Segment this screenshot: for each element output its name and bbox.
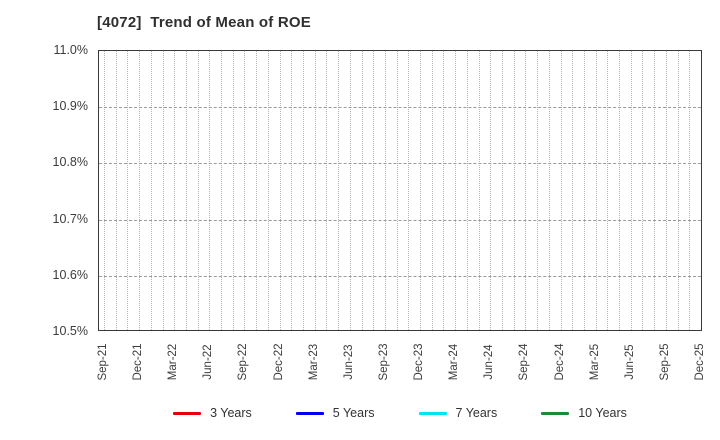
gridline-vertical <box>689 51 691 330</box>
legend: 3 Years 5 Years 7 Years 10 Years <box>98 402 702 424</box>
x-tick-label: Mar-22 <box>167 343 180 381</box>
legend-label: 10 Years <box>578 406 627 420</box>
gridline-vertical <box>244 51 246 330</box>
gridline-vertical <box>174 51 176 330</box>
gridline-vertical <box>443 51 445 330</box>
gridline-vertical <box>408 51 410 330</box>
gridline-vertical <box>197 51 199 330</box>
gridline-vertical <box>595 51 597 330</box>
gridline-vertical <box>349 51 351 330</box>
y-tick-label: 10.9% <box>52 99 88 114</box>
gridline-vertical <box>420 51 422 330</box>
gridline-vertical <box>431 51 433 330</box>
x-tick-label: Mar-25 <box>588 343 601 381</box>
x-tick-label: Sep-22 <box>237 343 250 381</box>
x-tick-label: Dec-21 <box>132 343 145 381</box>
gridline-vertical <box>127 51 129 330</box>
gridline-vertical <box>338 51 340 330</box>
x-tick-label: Mar-23 <box>307 343 320 381</box>
gridline-vertical <box>455 51 457 330</box>
gridline-vertical <box>466 51 468 330</box>
y-tick-label: 10.6% <box>52 267 88 282</box>
gridline-vertical <box>256 51 258 330</box>
gridline-vertical <box>185 51 187 330</box>
gridline-vertical <box>221 51 223 330</box>
legend-label: 7 Years <box>455 406 498 420</box>
gridline-vertical <box>513 51 515 330</box>
x-tick-label: Dec-22 <box>272 343 285 381</box>
gridline-vertical <box>162 51 164 330</box>
legend-label: 3 Years <box>210 406 252 420</box>
x-tick-label: Sep-25 <box>658 343 671 381</box>
gridline-vertical <box>267 51 269 330</box>
gridline-vertical <box>361 51 363 330</box>
x-tick-label: Jun-24 <box>483 344 496 380</box>
gridline-vertical <box>150 51 152 330</box>
legend-line-swatch <box>418 411 447 415</box>
x-tick-label: Sep-23 <box>377 343 390 381</box>
gridline-vertical <box>537 51 539 330</box>
gridline-vertical <box>115 51 117 330</box>
gridline-vertical <box>619 51 621 330</box>
gridline-vertical <box>384 51 386 330</box>
legend-line-swatch <box>541 411 570 415</box>
gridline-horizontal <box>99 163 701 165</box>
gridline-vertical <box>630 51 632 330</box>
legend-line-swatch <box>173 411 202 415</box>
legend-item-10-years: 10 Years <box>541 406 627 420</box>
x-tick-label: Dec-24 <box>553 343 566 381</box>
gridline-vertical <box>232 51 234 330</box>
chart-title: [4072] Trend of Mean of ROE <box>97 14 311 31</box>
x-tick-label: Sep-24 <box>518 343 531 381</box>
gridline-vertical <box>701 51 702 330</box>
legend-item-3-years: 3 Years <box>173 406 252 420</box>
gridline-vertical <box>303 51 304 330</box>
gridline-vertical <box>490 51 492 330</box>
gridline-vertical <box>502 51 503 330</box>
gridline-vertical <box>525 51 527 330</box>
y-tick-label: 11.0% <box>53 43 88 57</box>
gridline-vertical <box>583 51 585 330</box>
gridline-vertical <box>665 51 667 330</box>
y-tick-label: 10.5% <box>52 324 88 338</box>
gridline-vertical <box>209 51 211 330</box>
gridline-vertical <box>642 51 644 330</box>
gridline-vertical <box>396 51 398 330</box>
x-tick-label: Sep-21 <box>97 343 109 381</box>
gridline-vertical <box>314 51 316 330</box>
x-tick-label: Jun-23 <box>342 344 355 380</box>
gridline-vertical <box>373 51 375 330</box>
y-axis-labels: 11.0% 10.9% 10.8% 10.7% 10.6% 10.5% <box>30 0 88 440</box>
gridline-vertical <box>326 51 328 330</box>
legend-item-5-years: 5 Years <box>295 406 375 420</box>
gridline-horizontal <box>99 107 701 109</box>
legend-item-7-years: 7 Years <box>418 406 498 420</box>
gridline-horizontal <box>99 219 701 221</box>
x-tick-label: Dec-25 <box>694 343 706 381</box>
gridline-vertical <box>572 51 574 330</box>
legend-label: 5 Years <box>332 406 375 420</box>
gridline-vertical <box>139 51 141 330</box>
gridline-vertical <box>104 51 105 330</box>
x-tick-label: Mar-24 <box>448 343 461 381</box>
gridline-vertical <box>478 51 480 330</box>
gridline-vertical <box>548 51 550 330</box>
legend-line-swatch <box>295 411 324 415</box>
gridline-vertical <box>560 51 562 330</box>
plot-area <box>98 50 702 331</box>
gridline-vertical <box>279 51 281 330</box>
x-tick-label: Jun-22 <box>202 344 215 380</box>
gridline-horizontal <box>99 275 701 277</box>
gridline-vertical <box>291 51 293 330</box>
gridline-vertical <box>607 51 609 330</box>
x-tick-label: Jun-25 <box>623 344 636 380</box>
y-tick-label: 10.8% <box>52 155 88 170</box>
gridline-vertical <box>654 51 656 330</box>
gridline-vertical <box>677 51 679 330</box>
x-tick-label: Dec-23 <box>413 343 426 381</box>
y-tick-label: 10.7% <box>52 211 88 226</box>
